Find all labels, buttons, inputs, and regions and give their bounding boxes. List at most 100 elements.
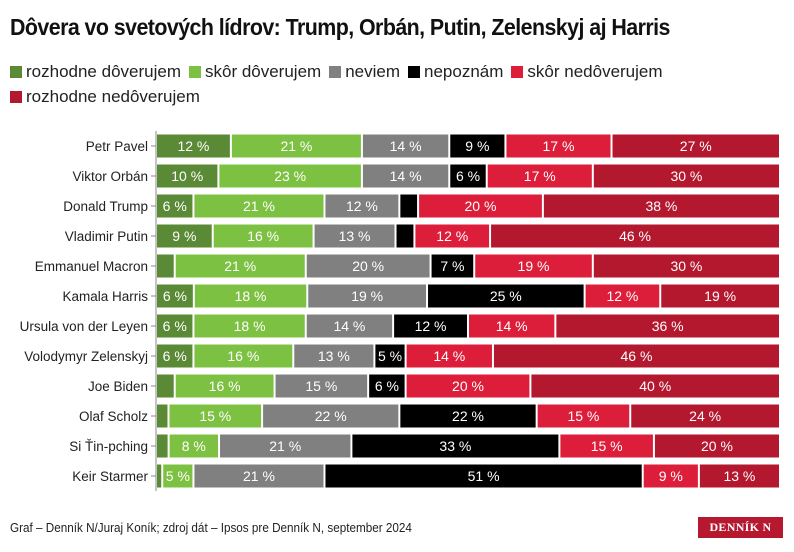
bar-segment (593, 164, 779, 188)
bar-segment (308, 284, 427, 308)
data-label: 18 % (235, 288, 267, 304)
bar-segment (306, 314, 393, 338)
legend-swatch (408, 66, 421, 78)
data-label: 27 % (680, 138, 712, 154)
bar-segment (531, 374, 779, 398)
data-label: 23 % (274, 168, 306, 184)
bar-segment (194, 344, 293, 368)
bar-segment (175, 374, 274, 398)
data-label: 36 % (652, 318, 684, 334)
legend-swatch (511, 66, 524, 78)
data-label: 21 % (243, 198, 275, 214)
category-label: Viktor Orbán (72, 169, 148, 184)
bar-segment (157, 284, 193, 308)
data-label: 16 % (247, 228, 279, 244)
data-label: 20 % (465, 198, 497, 214)
data-label: 21 % (243, 468, 275, 484)
data-label: 46 % (619, 228, 651, 244)
bar-segment (431, 254, 474, 278)
bar-segment (157, 434, 168, 458)
data-label: 12 % (606, 288, 638, 304)
bar-segment (543, 194, 779, 218)
data-label: 5 % (166, 468, 190, 484)
bar-segment (537, 404, 630, 428)
bar-segment (194, 314, 305, 338)
data-label: 30 % (670, 258, 702, 274)
data-label: 22 % (315, 408, 347, 424)
legend-label: rozhodne nedôverujem (26, 87, 200, 106)
bar-segment (157, 464, 162, 488)
bar-segment (194, 284, 307, 308)
data-label: 15 % (199, 408, 231, 424)
bar-segment (175, 254, 305, 278)
bar-segment (157, 254, 174, 278)
bar-segment (654, 434, 779, 458)
bar-segment (419, 194, 542, 218)
data-label: 9 % (659, 468, 683, 484)
bar-segment (394, 314, 467, 338)
data-label: 15 % (305, 378, 337, 394)
legend-item: nepoznám (408, 60, 503, 84)
data-label: 51 % (468, 468, 500, 484)
bar-segment (362, 134, 449, 158)
data-label: 25 % (490, 288, 522, 304)
source-note: Graf – Denník N/Juraj Koník; zdroj dát –… (10, 520, 412, 535)
data-label: 6 % (163, 348, 187, 364)
bar-segment (194, 194, 324, 218)
bar-segment (593, 254, 779, 278)
bar-segment (450, 134, 505, 158)
data-label: 8 % (182, 438, 206, 454)
data-label: 6 % (163, 318, 187, 334)
bar-segment (560, 434, 653, 458)
bar-segment (220, 434, 351, 458)
bar-segment (506, 134, 611, 158)
data-label: 7 % (440, 258, 464, 274)
bar-segment (491, 224, 779, 248)
bar-segment (493, 344, 779, 368)
data-label: 20 % (352, 258, 384, 274)
data-label: 14 % (390, 138, 422, 154)
data-label: 12 % (346, 198, 378, 214)
category-label: Olaf Scholz (79, 409, 148, 424)
bar-segment (157, 224, 212, 248)
legend-label: nepoznám (424, 62, 504, 81)
bar-segment (275, 374, 368, 398)
bar-segment (306, 254, 430, 278)
data-label: 46 % (621, 348, 653, 364)
bar-segment (400, 194, 418, 218)
chart-plot: Petr Pavel 12 % 21 % 14 % 9 % 17 % 27 % Viktor … (20, 131, 779, 491)
bar-segment (375, 344, 405, 368)
category-label: Si Ťin-pching (69, 439, 148, 454)
data-label: 14 % (496, 318, 528, 334)
data-label: 20 % (452, 378, 484, 394)
bar-segment (157, 194, 193, 218)
bar-segment (219, 164, 361, 188)
category-label: Petr Pavel (86, 139, 148, 154)
bar-segment (400, 404, 536, 428)
category-label: Vladimir Putin (65, 229, 148, 244)
data-label: 14 % (390, 168, 422, 184)
data-label: 19 % (704, 288, 736, 304)
legend-item: skôr dôverujem (188, 60, 321, 84)
legend-swatch (10, 66, 22, 78)
data-label: 9 % (172, 228, 196, 244)
legend-item: rozhodne nedôverujem (10, 85, 200, 109)
bar-segment (352, 434, 559, 458)
data-label: 13 % (723, 468, 755, 484)
chart-title: Dôvera vo svetových lídrov: Trump, Orbán… (10, 14, 670, 40)
bar-segment (325, 464, 642, 488)
category-label: Kamala Harris (62, 289, 148, 304)
bar-segment (263, 404, 399, 428)
data-label: 16 % (227, 348, 259, 364)
data-label: 38 % (645, 198, 677, 214)
bar-segment (475, 254, 592, 278)
bar-segment (157, 134, 230, 158)
data-label: 14 % (333, 318, 365, 334)
category-label: Emmanuel Macron (35, 259, 148, 274)
data-label: 21 % (224, 258, 256, 274)
data-label: 6 % (375, 378, 399, 394)
data-label: 22 % (452, 408, 484, 424)
data-label: 17 % (543, 138, 575, 154)
legend: rozhodne dôverujem skôr dôverujem neviem ne… (10, 60, 770, 110)
